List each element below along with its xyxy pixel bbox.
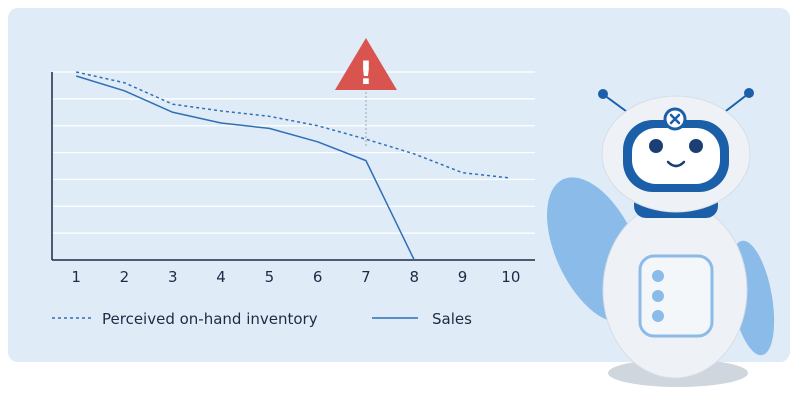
x-tick-label: 3 [168,268,178,286]
robot-face-screen [632,128,720,184]
legend-label-perceived-inventory: Perceived on-hand inventory [102,310,318,328]
robot-mascot-illustration [547,88,775,387]
legend: Perceived on-hand inventory Sales [52,310,472,328]
x-tick-label: 4 [216,268,226,286]
x-tick-label: 1 [71,268,81,286]
series-line-sales [75,75,415,261]
x-tick-labels: 1 2 3 4 5 6 7 8 9 10 [71,268,520,286]
x-tick-label: 10 [501,268,520,286]
robot-antenna-right [721,93,749,115]
robot-forehead-cross-icon [669,113,681,125]
x-tick-label: 7 [361,268,371,286]
series-line-perceived-inventory [75,71,511,179]
x-tick-label: 6 [313,268,323,286]
robot-chest-panel [638,254,714,338]
warning-marker: ! [334,38,397,148]
robot-button-1 [652,270,664,282]
x-tick-label: 9 [458,268,468,286]
robot-right-eye [689,139,703,153]
series-lines [75,71,511,261]
legend-label-sales: Sales [432,310,472,328]
robot-antenna-left-tip [598,89,608,99]
x-tick-label: 2 [120,268,130,286]
robot-smile [666,160,686,168]
warning-triangle-icon [334,38,397,90]
grid-lines [52,71,535,234]
robot-button-2 [652,290,664,302]
robot-antenna-left [603,94,631,115]
warning-exclamation-glyph: ! [359,54,374,92]
x-tick-label: 8 [409,268,419,286]
robot-button-3 [652,310,664,322]
x-tick-label: 5 [265,268,275,286]
robot-left-eye [649,139,663,153]
robot-antenna-right-tip [744,88,754,98]
axes [51,72,535,261]
